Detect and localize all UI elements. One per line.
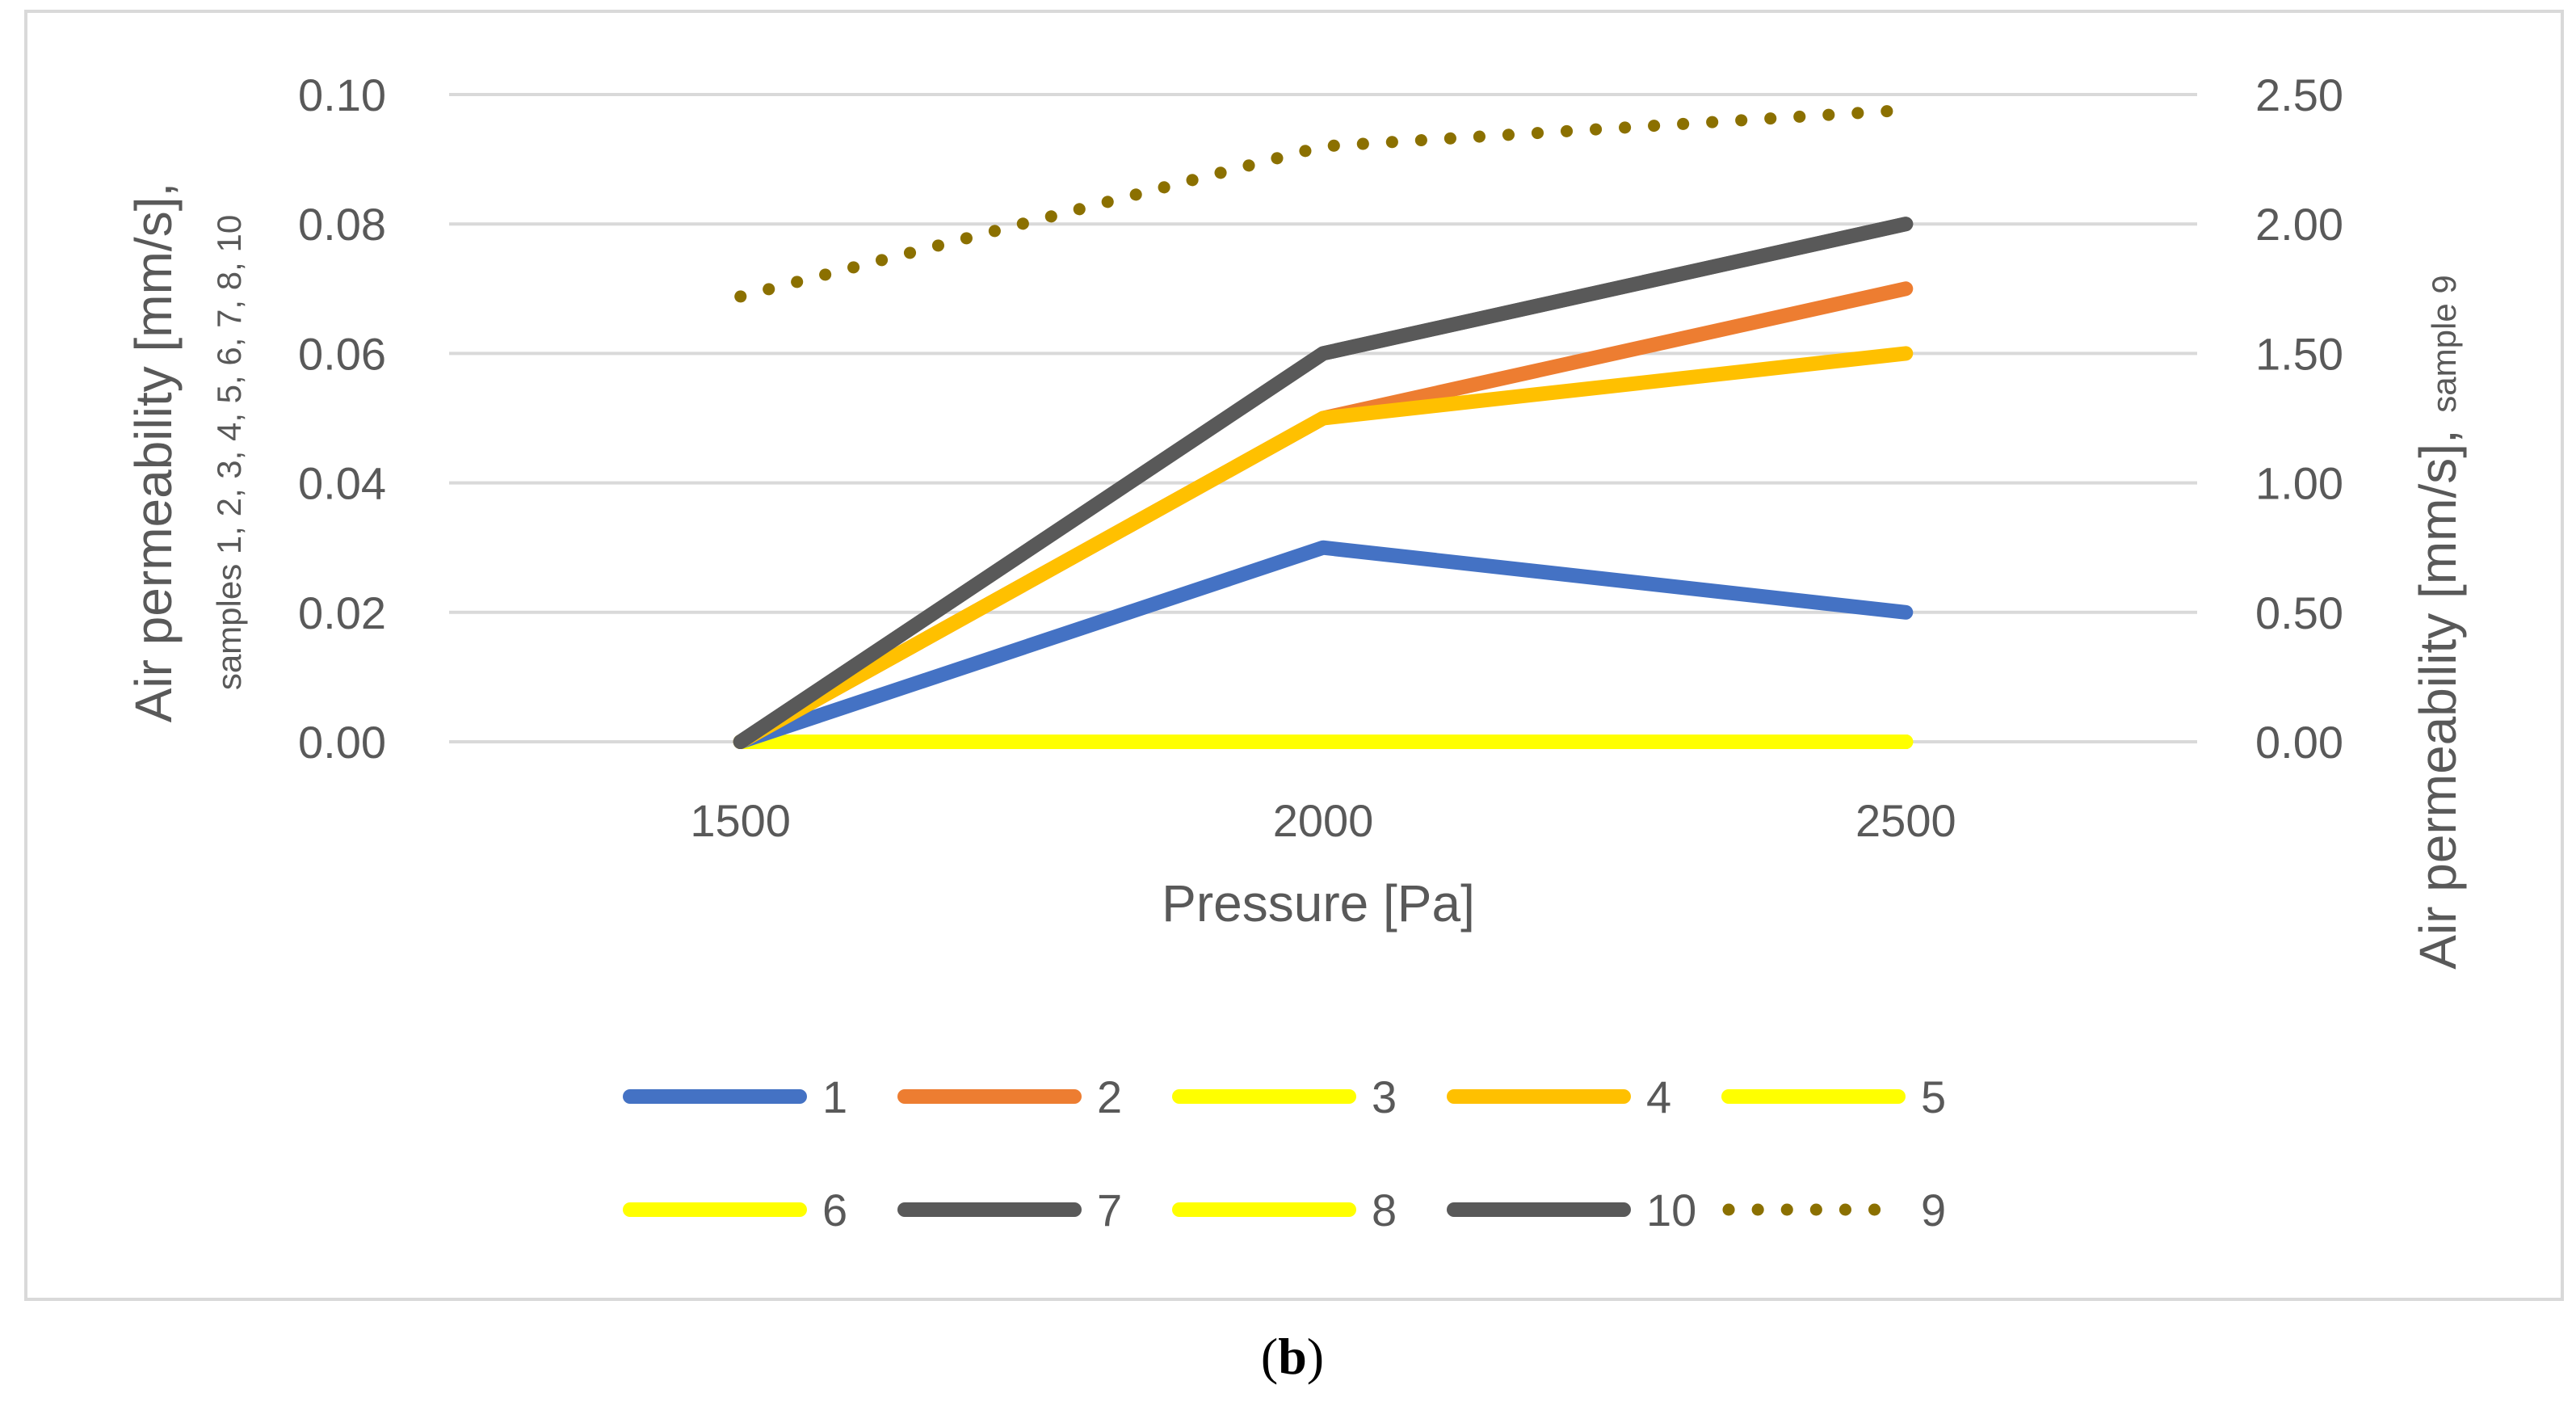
series-line-9 [734,103,1912,303]
legend-label-1: 1 [822,1071,847,1122]
legend: 1 2 3 4 5 6 7 8 10 9 [623,1071,1946,1236]
legend-item-7: 7 [897,1185,1122,1236]
figure-caption: (b) [1261,1328,1324,1385]
caption-open: ( [1261,1328,1278,1385]
right-axis-title: Air permeability [mm/s], sample 9 [2409,275,2467,969]
right-axis-title-main: Air permeability [mm/s], [2409,429,2467,970]
left-axis-title-main: Air permeability [mm/s], [124,183,183,723]
right-tick-label: 1.00 [2255,458,2343,509]
right-tick-label: 1.50 [2255,328,2343,379]
legend-item-4: 4 [1447,1071,1671,1122]
legend-label-5: 5 [1921,1071,1946,1122]
legend-label-6: 6 [822,1185,847,1236]
legend-item-8: 8 [1172,1185,1397,1236]
legend-item-5: 5 [1721,1071,1946,1122]
x-tick-label: 2500 [1855,795,1956,846]
caption-close: ) [1307,1328,1324,1385]
legend-label-4: 4 [1646,1071,1671,1122]
legend-item-6: 6 [623,1185,847,1236]
legend-label-7: 7 [1097,1185,1122,1236]
legend-item-2: 2 [897,1071,1122,1122]
legend-label-8: 8 [1372,1185,1397,1236]
caption-letter: b [1278,1328,1307,1385]
left-axis-subtitle: samples 1, 2, 3, 4, 5, 6, 7, 8, 10 [210,215,248,690]
left-tick-label: 0.02 [298,587,386,638]
chart-frame [24,10,2564,1301]
legend-label-9: 9 [1921,1185,1946,1236]
axis-layer: 0.00 0.02 0.04 0.06 0.08 0.10 0.00 0.50 1.00 1.50… [298,69,2343,846]
series-layer [733,103,1914,749]
series-line-1 [733,540,1914,749]
left-tick-label: 0.10 [298,69,386,120]
x-tick-label: 2000 [1273,795,1374,846]
x-tick-label: 1500 [690,795,791,846]
x-axis-title: Pressure [Pa] [1162,874,1475,932]
legend-item-3: 3 [1172,1071,1397,1122]
right-axis-title-sub: sample 9 [2425,275,2463,412]
legend-item-10: 10 [1447,1185,1696,1236]
legend-label-2: 2 [1097,1071,1122,1122]
legend-item-1: 1 [623,1071,847,1122]
left-tick-label: 0.04 [298,458,386,509]
left-tick-label: 0.08 [298,199,386,250]
legend-item-9: 9 [1722,1185,1946,1236]
right-tick-label: 0.00 [2255,717,2343,768]
series-line-10 [733,217,1914,749]
legend-label-10: 10 [1646,1185,1696,1236]
left-axis-title: Air permeability [mm/s], [124,183,183,723]
right-tick-label: 0.50 [2255,587,2343,638]
right-tick-label: 2.50 [2255,69,2343,120]
left-tick-label: 0.06 [298,328,386,379]
series-line-4 [733,346,1914,749]
left-tick-label: 0.00 [298,717,386,768]
legend-label-3: 3 [1372,1071,1397,1122]
left-axis-title-sub: samples 1, 2, 3, 4, 5, 6, 7, 8, 10 [210,215,248,690]
right-tick-label: 2.00 [2255,199,2343,250]
